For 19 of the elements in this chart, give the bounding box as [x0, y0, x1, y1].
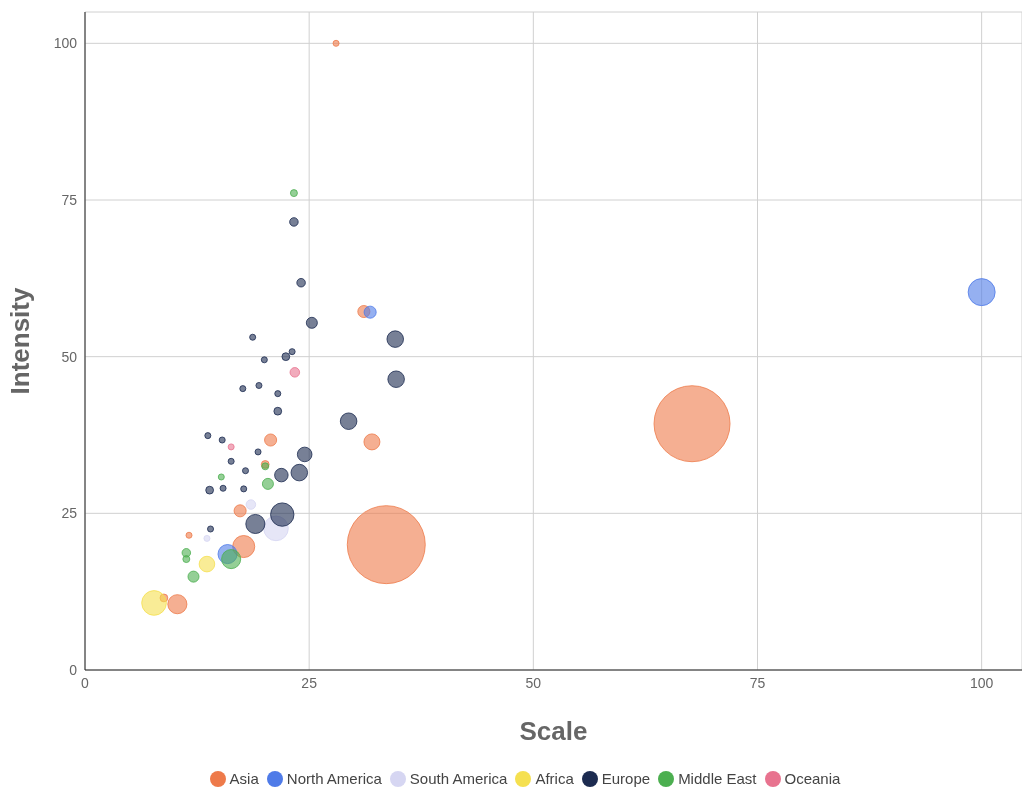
- x-tick-label: 0: [81, 674, 90, 691]
- y-tick-label: 50: [61, 348, 78, 365]
- legend-label: South America: [409, 770, 508, 787]
- x-tick-label: 75: [749, 674, 766, 691]
- legend-label: Oceania: [784, 770, 841, 787]
- legend-label: Middle East: [678, 770, 757, 787]
- y-tick-label: 75: [61, 191, 78, 208]
- x-tick-label: 50: [525, 674, 542, 691]
- x-tick-label: 25: [301, 674, 318, 691]
- y-tick-label: 0: [69, 661, 78, 678]
- legend-label: Europe: [601, 770, 651, 787]
- x-tick-label: 100: [969, 674, 994, 691]
- legend-label: Asia: [229, 770, 259, 787]
- x-axis-title: Scale: [519, 716, 588, 746]
- legend-label: North America: [286, 770, 382, 787]
- y-tick-label: 25: [61, 505, 78, 522]
- y-axis-title: Intensity: [5, 287, 36, 395]
- legend-label: Africa: [535, 770, 574, 787]
- y-tick-label: 100: [53, 35, 78, 52]
